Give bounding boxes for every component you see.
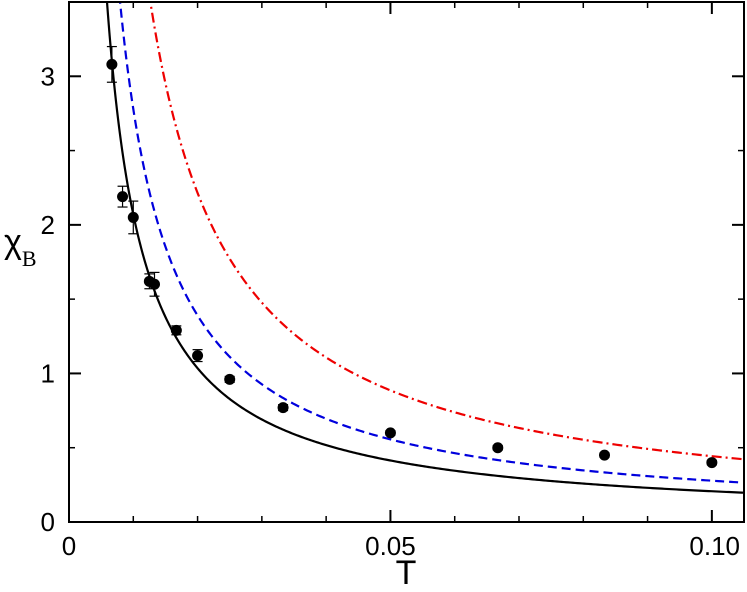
x-tick-label: 0.05 [365, 531, 416, 561]
y-tick-label: 3 [41, 61, 55, 91]
plot-area [69, 2, 744, 522]
curve-dashed [118, 2, 744, 484]
data-point [170, 324, 182, 336]
data-point [492, 442, 504, 454]
x-tick-labels: 0 0.05 0.10 [62, 531, 740, 561]
curve-dashdot [149, 2, 744, 461]
y-tick-label: 0 [41, 507, 55, 537]
y-tick-label: 1 [41, 358, 55, 388]
y-axis-subscript: B [22, 246, 37, 271]
data-point [599, 449, 610, 461]
data-point [106, 58, 118, 70]
data-point [192, 350, 204, 362]
y-tick-labels: 0 1 2 3 [41, 61, 55, 537]
x-tick-label: 0.10 [689, 531, 740, 561]
data-point [384, 427, 396, 439]
x-tick-label: 0 [62, 531, 76, 561]
data-point [149, 278, 160, 290]
curves-group [105, 2, 744, 494]
y-axis-label: χB [4, 223, 37, 271]
data-point [706, 457, 718, 469]
data-point [117, 191, 129, 203]
plot-frame [68, 1, 745, 523]
y-tick-label: 2 [41, 210, 55, 240]
data-point [224, 373, 236, 385]
y-axis-symbol: χ [4, 223, 22, 261]
data-points-group [106, 45, 718, 469]
x-axis-label: T [396, 554, 417, 592]
data-point [277, 402, 289, 414]
data-point [127, 211, 139, 223]
curve-solid [105, 2, 744, 494]
